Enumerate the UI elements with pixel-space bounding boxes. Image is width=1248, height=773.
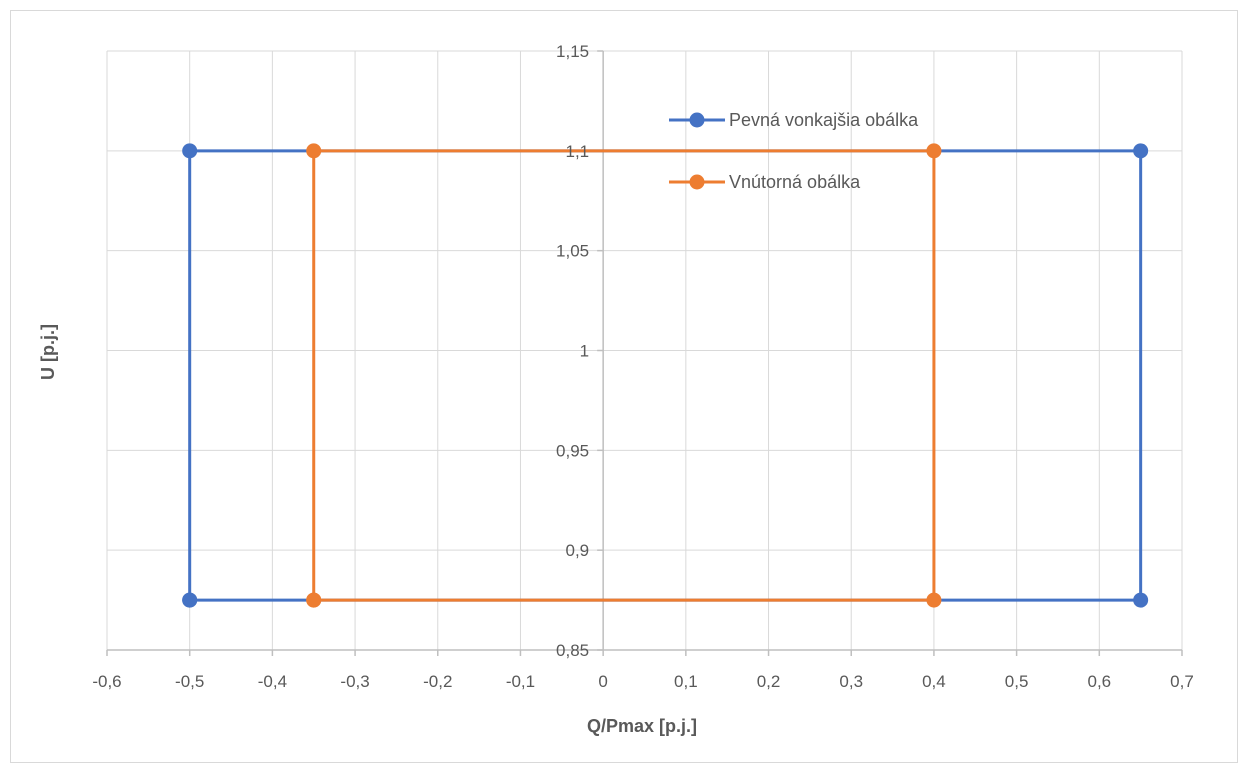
legend-entry: Vnútorná obálka	[669, 172, 861, 192]
data-point	[1133, 592, 1149, 608]
y-tick-label: 1	[580, 342, 589, 361]
x-tick-label: -0,5	[175, 672, 204, 691]
chart-area	[10, 10, 1238, 763]
x-tick-label: 0,1	[674, 672, 698, 691]
legend-label: Pevná vonkajšia obálka	[729, 110, 919, 130]
series-line	[312, 149, 936, 602]
tick-labels: 0,85 0,9 0,95 1 1,05 1,1 1,15 -0,6 -0,5 -0,4 -0,3 -…	[92, 42, 1193, 691]
legend: Pevná vonkajšia obálka Vnútorná obálka	[669, 110, 919, 192]
data-point	[306, 592, 322, 608]
legend-marker	[689, 174, 705, 190]
series-line	[188, 149, 1143, 602]
series-2	[306, 143, 942, 608]
x-tick-label: 0,4	[922, 672, 946, 691]
y-tick-label: 1,1	[566, 142, 590, 161]
series-1	[182, 143, 1149, 608]
x-tick-label: 0,5	[1005, 672, 1029, 691]
data-point	[926, 592, 942, 608]
y-tick-label: 0,95	[556, 441, 589, 460]
legend-entry: Pevná vonkajšia obálka	[669, 110, 919, 130]
x-tick-label: -0,2	[423, 672, 452, 691]
data-point	[182, 592, 198, 608]
y-tick-label: 0,9	[566, 541, 590, 560]
x-tick-label: 0,7	[1170, 672, 1194, 691]
y-tick-label: 0,85	[556, 641, 589, 660]
grid	[106, 50, 1183, 651]
x-tick-label: -0,1	[506, 672, 535, 691]
x-tick-label: -0,6	[92, 672, 121, 691]
x-tick-label: 0,2	[757, 672, 781, 691]
x-tick-label: 0,3	[839, 672, 863, 691]
legend-marker	[689, 112, 705, 128]
axes	[106, 50, 1183, 656]
legend-label: Vnútorná obálka	[729, 172, 861, 192]
x-tick-label: 0,6	[1087, 672, 1111, 691]
x-axis-title: Q/Pmax [p.j.]	[587, 716, 697, 736]
x-tick-label: 0	[598, 672, 607, 691]
data-point	[1133, 143, 1149, 159]
series-layer	[182, 143, 1149, 608]
data-point	[306, 143, 322, 159]
y-axis-title: U [p.j.]	[38, 324, 58, 380]
x-tick-label: -0,3	[340, 672, 369, 691]
data-point	[182, 143, 198, 159]
data-point	[926, 143, 942, 159]
y-tick-label: 1,05	[556, 242, 589, 261]
y-tick-label: 1,15	[556, 42, 589, 61]
x-tick-label: -0,4	[258, 672, 287, 691]
